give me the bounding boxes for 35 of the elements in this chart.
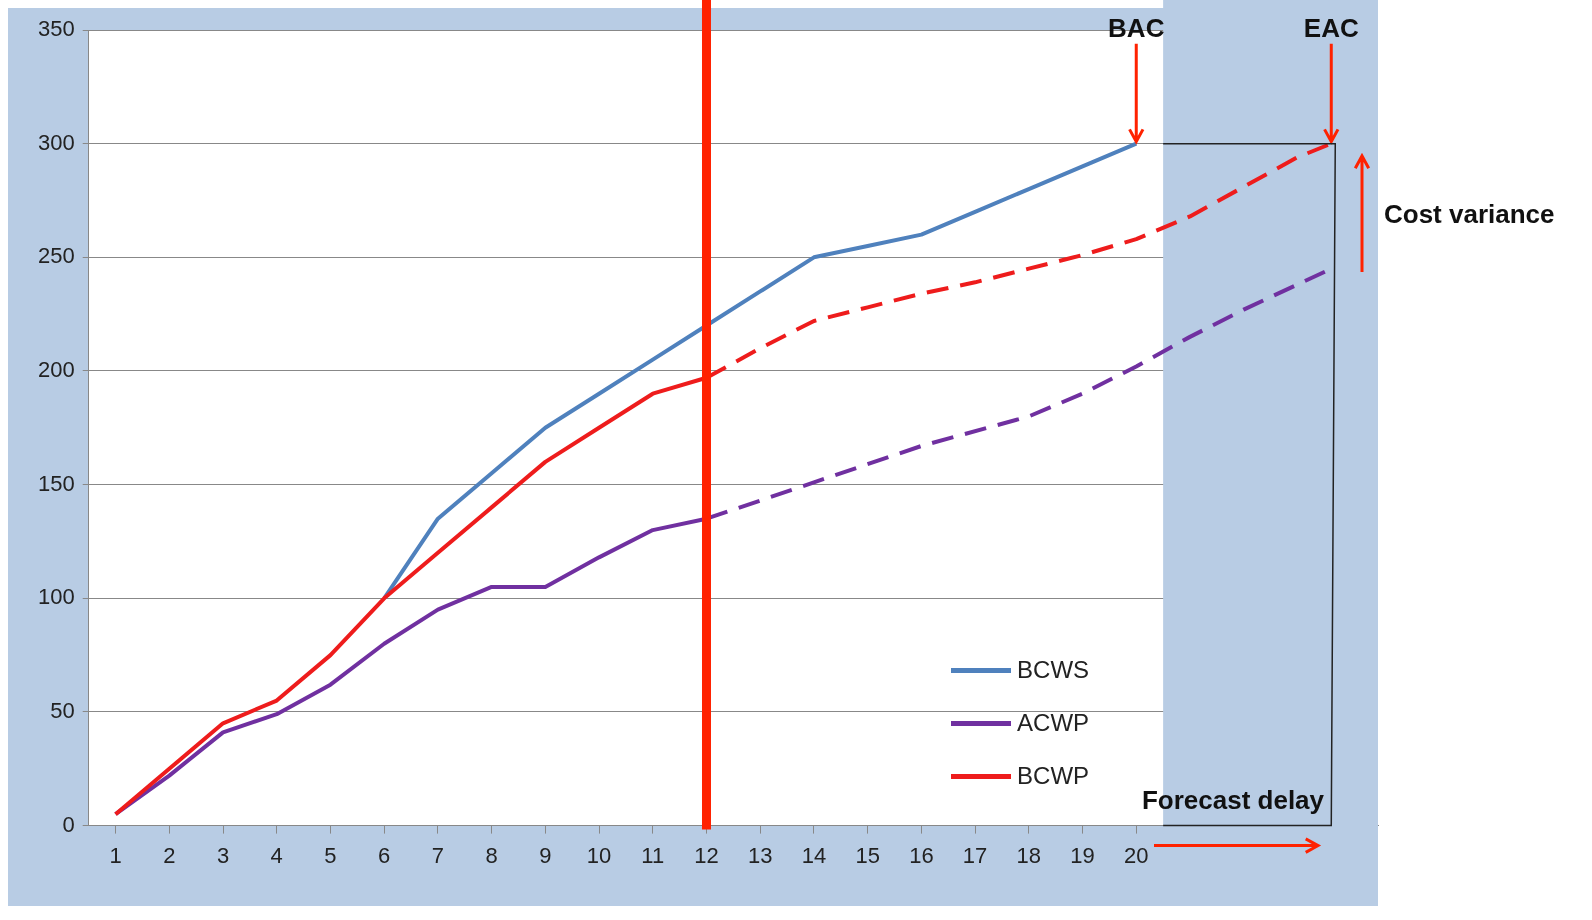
y-tick-label: 100 (37, 584, 75, 610)
annotation: EAC (1303, 12, 1359, 43)
x-tick-label: 3 (216, 842, 230, 868)
y-tick-label: 200 (37, 357, 75, 383)
x-tick-label: 12 (694, 842, 719, 868)
x-tick-label: 9 (539, 842, 552, 868)
x-tick-label: 19 (1070, 842, 1095, 868)
text: Cost variance (1384, 199, 1555, 230)
x-tick-label: 14 (801, 842, 827, 868)
x-tick-label: 7 (431, 842, 445, 868)
x-tick-label: 2 (163, 842, 176, 868)
x-tick-label: 16 (909, 842, 934, 868)
y-tick-label: 50 (50, 698, 75, 724)
x-tick-label: 6 (378, 842, 391, 868)
annotation: BAC (1108, 12, 1165, 43)
y-tick-label: 0 (62, 811, 75, 837)
x-tick-label: 1 (109, 842, 122, 868)
y-tick-label: 350 (37, 16, 75, 42)
annotation: Forecast delay (1141, 784, 1325, 815)
x-tick-label: 4 (270, 842, 283, 868)
y-tick-label: 150 (37, 470, 75, 496)
x-tick-label: 5 (324, 842, 337, 868)
x-tick-label: 15 (855, 842, 880, 868)
x-tick-label: 10 (586, 842, 612, 868)
x-tick-label: 13 (747, 842, 773, 868)
legend-label: BCWP (1017, 762, 1090, 791)
x-tick-label: 20 (1124, 842, 1149, 868)
x-tick-label: 17 (962, 842, 988, 868)
y-tick-label: 250 (37, 243, 75, 269)
x-tick-label: 8 (485, 842, 498, 868)
legend-label: ACWP (1017, 709, 1090, 738)
x-tick-label: 11 (641, 842, 665, 868)
x-tick-label: 18 (1016, 842, 1042, 868)
legend-label: BCWS (1017, 656, 1090, 685)
y-tick-label: 300 (37, 129, 75, 155)
